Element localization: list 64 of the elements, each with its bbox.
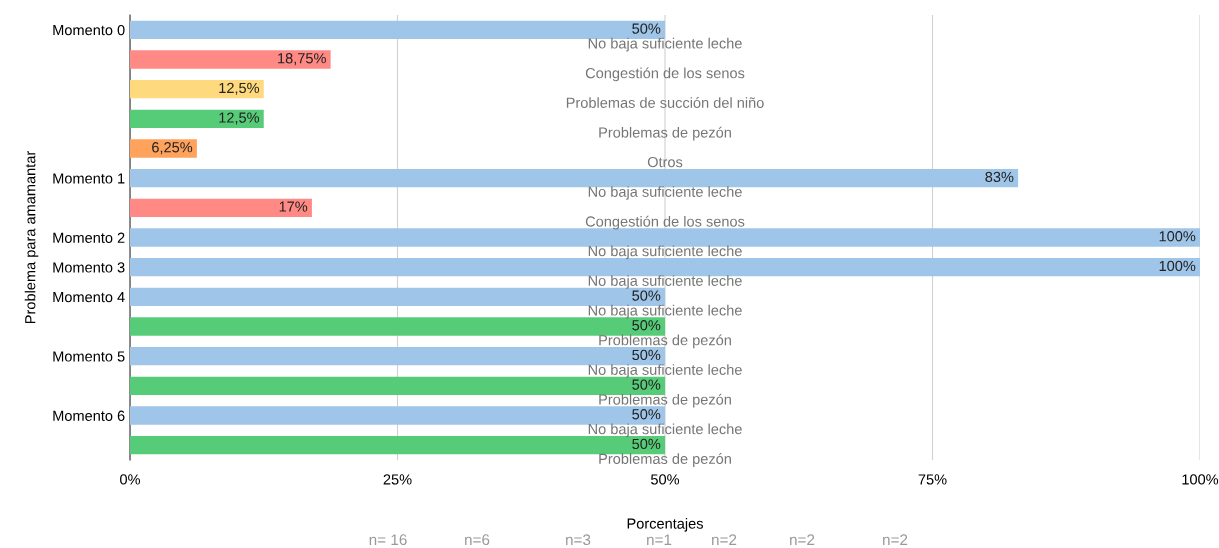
data-label: 50% xyxy=(632,438,661,450)
y-axis-title: Problema para amamantar xyxy=(24,151,39,324)
data-label: 18,75% xyxy=(278,53,326,66)
text: n= 16 xyxy=(369,534,407,546)
data-label: 100% xyxy=(1159,260,1196,272)
annotation: No baja suficiente leche xyxy=(588,364,742,378)
text: n=1 xyxy=(647,534,672,545)
bar xyxy=(130,228,1200,247)
annotation: Congestión de los senos xyxy=(585,215,745,230)
bar xyxy=(130,376,665,396)
data-label: 50% xyxy=(632,349,661,361)
data-label: 6,25% xyxy=(152,142,193,155)
annotation: Congestión de los senos xyxy=(585,67,745,82)
data-label: 17% xyxy=(279,201,308,212)
annotation: No baja suficiente leche xyxy=(588,275,742,289)
data-label: 12,5% xyxy=(219,82,260,95)
bar xyxy=(130,79,264,99)
data-label: 12,5% xyxy=(219,112,260,125)
y-tick-label: Momento 2 xyxy=(53,232,125,243)
bar xyxy=(130,168,1019,188)
data-label: 50% xyxy=(632,290,661,301)
text: n=2 xyxy=(790,534,815,545)
bar xyxy=(130,109,264,129)
annotation: No baja suficiente leche xyxy=(588,186,742,200)
x-tick-label: 100% xyxy=(1182,474,1219,485)
annotation: No baja suficiente leche xyxy=(588,304,742,319)
y-tick-label: Momento 6 xyxy=(53,410,125,421)
y-tick-label: Momento 5 xyxy=(53,351,125,362)
annotation: Problemas de pezón xyxy=(599,453,731,467)
annotation: Problemas de pezón xyxy=(599,393,731,408)
bar xyxy=(130,346,665,366)
x-tick-label: 50% xyxy=(650,474,680,485)
bar xyxy=(130,50,331,69)
y-tick-label: Momento 4 xyxy=(53,292,125,303)
y-tick-label: Momento 0 xyxy=(53,24,125,36)
x-tick-label: 75% xyxy=(918,474,947,485)
text: n=6 xyxy=(465,534,490,546)
data-label: 50% xyxy=(632,379,661,390)
x-tick-label: 25% xyxy=(383,474,412,485)
x-axis-title: Porcentajes xyxy=(627,518,703,532)
y-tick-label: Momento 3 xyxy=(53,262,125,273)
annotation: No baja suficiente leche xyxy=(588,37,742,52)
data-label: 83% xyxy=(985,171,1014,183)
bar xyxy=(130,406,665,425)
annotation: Problemas de pezón xyxy=(599,334,731,349)
text: n=2 xyxy=(883,534,908,545)
annotation: Otros xyxy=(647,156,683,168)
bar xyxy=(130,435,665,455)
text: n=3 xyxy=(566,534,591,546)
bar xyxy=(130,257,1200,277)
y-tick-label: Momento 1 xyxy=(53,173,125,184)
x-tick-label: 0% xyxy=(120,474,141,485)
data-label: 50% xyxy=(632,23,661,34)
annotation: No baja suficiente leche xyxy=(588,423,742,438)
bar xyxy=(130,139,197,158)
annotation: No baja suficiente leche xyxy=(588,245,742,260)
annotation: Problemas de pezón xyxy=(599,126,731,141)
data-label: 50% xyxy=(632,320,661,331)
data-label: 50% xyxy=(632,409,661,420)
bar xyxy=(130,317,665,336)
annotation: Problemas de succión del niño xyxy=(566,97,764,108)
text: n=2 xyxy=(712,534,737,545)
bar xyxy=(130,198,312,218)
data-label: 100% xyxy=(1159,231,1196,242)
